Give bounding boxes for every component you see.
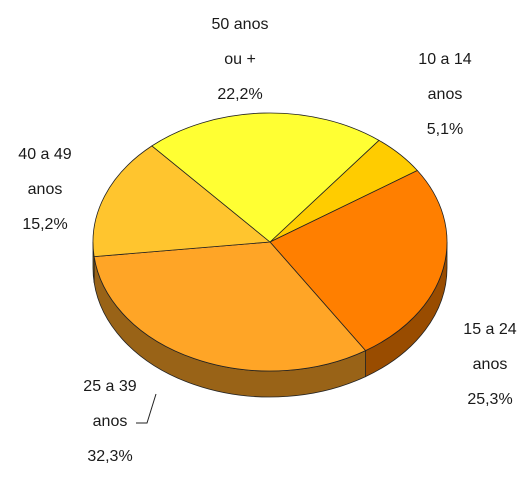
value-label: 5,1%	[427, 121, 463, 138]
slice-label: anos	[473, 356, 508, 373]
tops	[92, 112, 448, 372]
slice-label: 50 anos	[212, 16, 269, 33]
slice	[92, 145, 272, 258]
slice-label: 15 a 24	[463, 321, 516, 338]
slice-label: anos	[428, 86, 463, 103]
slice-label: 10 a 14	[418, 51, 471, 68]
slice-label: 40 a 49	[18, 146, 71, 163]
value-label: 22,2%	[217, 86, 262, 103]
slice-label: ou +	[224, 51, 256, 68]
slice	[93, 241, 367, 372]
value-label: 25,3%	[467, 391, 512, 408]
slice-label: anos	[93, 413, 128, 430]
slice	[151, 112, 380, 243]
value-label: 15,2%	[22, 216, 67, 233]
leader-line	[136, 393, 157, 424]
slice	[269, 170, 448, 352]
value-label: 32,3%	[87, 448, 132, 465]
slice-label: anos	[28, 181, 63, 198]
slice-label: 25 a 39	[83, 378, 136, 395]
